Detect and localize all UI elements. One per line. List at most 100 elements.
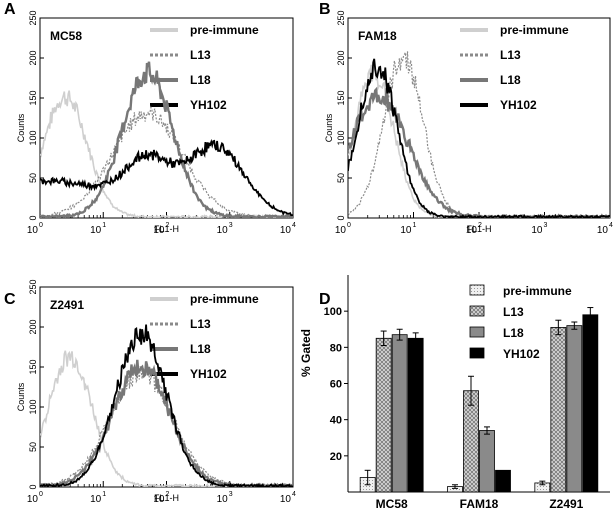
category-label-MC58: MC58 [376,497,408,511]
y-tick-label: 0 [336,215,346,220]
y-tick-label: 200 [28,50,38,65]
legend-label-YH102: YH102 [503,347,540,361]
x-tick-label: 10 [335,225,347,236]
y-tick-label: 100 [28,399,38,414]
x-axis-label: FL1-H [154,224,179,234]
y-tick-label: 250 [28,279,38,294]
category-label-FAM18: FAM18 [460,497,499,511]
y-tick-label: 50 [336,173,346,183]
y-tick-label: 250 [28,10,38,25]
bar-L18-FAM18 [479,430,495,493]
y-tick-label: 100 [28,130,38,145]
y-tick-label: 100 [324,306,342,318]
panel-d: D 20 40 60 80 100 % Gated MC58 FAM18 Z2491 pre-imm… [299,275,610,511]
x-tick-exponent: 2 [166,491,170,498]
legend-label-L18: L18 [190,342,211,356]
series-line-L18 [40,359,293,487]
x-tick-exponent: 4 [292,222,296,229]
bar-L18-MC58 [391,334,408,493]
y-axis-label: Counts [16,382,26,411]
bar-L13-FAM18 [463,390,479,493]
y-tick-label: 80 [330,342,342,354]
bar-YH102-FAM18 [495,469,511,493]
legend-swatch-L13 [469,305,485,317]
x-tick-label: 10 [153,225,165,236]
x-tick-label: 10 [153,494,165,505]
series-line-L13 [40,366,293,487]
strain-title: Z2491 [50,298,84,312]
series-line-YH102 [40,138,293,217]
y-tick-label: 0 [28,215,38,220]
x-tick-exponent: 1 [102,491,106,498]
legend-label-L18: L18 [190,73,211,87]
y-axis-label: Counts [324,113,334,142]
x-tick-exponent: 3 [229,222,233,229]
legend-swatch-YH102 [469,347,485,359]
x-tick-label: 10 [466,225,478,236]
y-tick-label: 250 [336,10,346,25]
x-tick-label: 10 [280,494,292,505]
x-tick-label: 10 [27,494,39,505]
legend-label-YH102: YH102 [500,98,537,112]
strain-title: MC58 [50,29,82,43]
x-tick-exponent: 1 [102,222,106,229]
x-axis-label: FL1-H [466,224,491,234]
series-line-YH102 [40,324,293,487]
legend-label-pre-immune: pre-immune [190,292,259,306]
x-tick-exponent: 4 [609,222,613,229]
legend-label-L13: L13 [190,317,211,331]
bar-L13-Z2491 [550,327,567,493]
x-tick-exponent: 1 [413,222,417,229]
x-tick-label: 10 [90,225,102,236]
x-tick-exponent: 4 [292,491,296,498]
y-axis-label: Counts [16,113,26,142]
y-tick-label: 60 [330,379,342,391]
x-tick-label: 10 [217,494,229,505]
plot-frame [347,17,611,219]
bar-YH102-MC58 [407,337,424,493]
x-axis-label: FL1-H [154,493,179,503]
x-tick-exponent: 0 [39,222,43,229]
series-line-L13 [348,50,610,218]
y-tick-label: 40 [330,415,342,427]
panel-label-a: A [4,1,16,18]
legend-label-YH102: YH102 [190,98,227,112]
legend-label-L13: L13 [500,48,521,62]
category-label-Z2491: Z2491 [549,497,583,511]
series-line-pre-immune [40,350,293,487]
x-tick-exponent: 0 [347,222,351,229]
legend-swatch-pre-immune [469,284,485,296]
y-tick-label: 200 [336,50,346,65]
x-tick-label: 10 [400,225,412,236]
legend-label-L18: L18 [500,73,521,87]
y-tick-label: 20 [330,451,342,463]
x-tick-exponent: 3 [544,222,548,229]
y-tick-label: 50 [28,173,38,183]
y-tick-label: 150 [28,359,38,374]
x-tick-label: 10 [597,225,609,236]
plot-frame [39,286,294,488]
series-line-L18 [348,86,610,218]
y-tick-label: 150 [336,90,346,105]
legend-label-L13: L13 [190,48,211,62]
y-tick-label: 200 [28,319,38,334]
legend-label-pre-immune: pre-immune [190,23,259,37]
legend-swatch-L18 [469,326,485,338]
legend-label-YH102: YH102 [190,367,227,381]
x-tick-label: 10 [217,225,229,236]
x-tick-label: 10 [531,225,543,236]
series-line-L18 [40,61,293,218]
plot-frame [39,17,294,219]
y-tick-label: 100 [336,130,346,145]
panel-label-b: B [319,1,331,18]
series-line-YH102 [348,58,610,218]
y-tick-label: 150 [28,90,38,105]
y-tick-label: 0 [28,484,38,489]
y-tick-label: 50 [28,442,38,452]
strain-title: FAM18 [358,29,397,43]
legend-label-L13: L13 [503,305,524,319]
x-tick-exponent: 2 [166,222,170,229]
x-tick-exponent: 2 [478,222,482,229]
